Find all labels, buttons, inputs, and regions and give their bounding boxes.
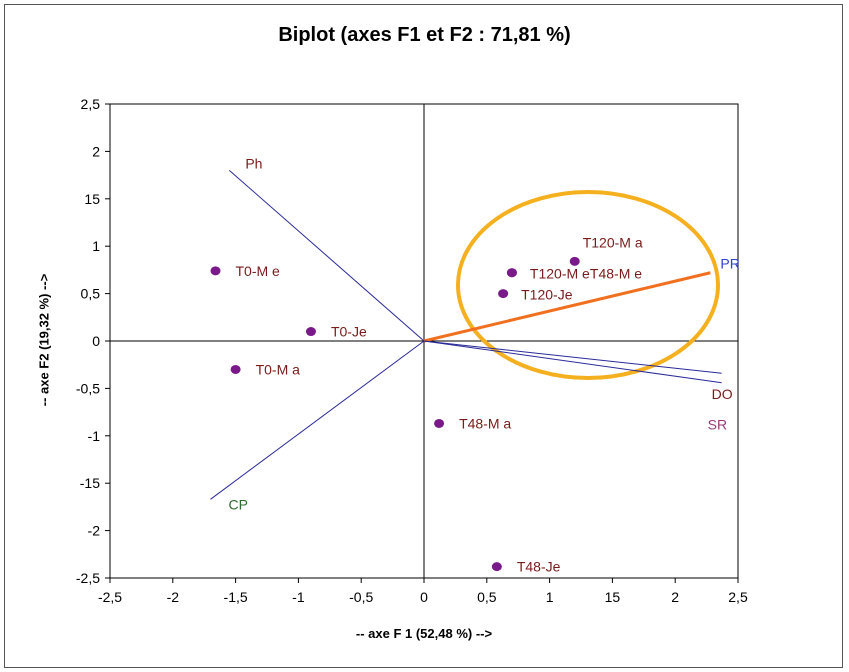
y-tick-label: -2,5 [76, 570, 100, 586]
x-tick-label: -2,5 [98, 589, 122, 605]
observation-label: T48-Je [517, 559, 561, 575]
y-tick-label: -2 [88, 523, 101, 539]
observation-point [434, 418, 445, 428]
x-tick-label: -1,5 [224, 589, 248, 605]
variable-vector [228, 169, 425, 342]
x-tick-label: 1 [546, 589, 554, 605]
variable-label: PR [720, 256, 739, 272]
observation-label: T48-M a [459, 415, 511, 431]
variable-label: SR [708, 417, 727, 433]
highlight-ellipse [456, 190, 720, 380]
variable-vector [423, 340, 722, 374]
variable-label: DO [712, 386, 733, 402]
observation-point [506, 268, 517, 278]
observation-point [491, 562, 502, 572]
variable-label: Ph [245, 155, 262, 171]
x-tick-label: 15 [605, 589, 621, 605]
y-tick-label: -15 [80, 475, 100, 491]
observation-point [210, 266, 221, 276]
observation-point [569, 256, 580, 266]
y-tick-label: -0,5 [76, 380, 100, 396]
observation-point [305, 327, 316, 337]
observation-point [230, 364, 241, 374]
y-tick-label: 2,5 [81, 96, 101, 112]
x-tick-label: -1 [292, 589, 305, 605]
variable-vector [210, 340, 425, 500]
observation-label: T120-M e [530, 266, 590, 282]
variable-label: CP [228, 496, 247, 512]
x-tick-label: -2 [167, 589, 180, 605]
y-tick-label: 1 [92, 238, 100, 254]
observation-label: T0-M a [256, 361, 301, 377]
x-tick-label: 0 [420, 589, 428, 605]
y-tick-label: 2 [92, 143, 100, 159]
observation-label: T0-Je [331, 324, 367, 340]
observation-label: T120-M a [583, 234, 643, 250]
y-tick-label: 0 [92, 333, 100, 349]
x-tick-label: -0,5 [349, 589, 373, 605]
observation-point [498, 289, 509, 299]
y-tick-label: 0,5 [81, 286, 101, 302]
chart-title: Biplot (axes F1 et F2 : 71,81 %) [278, 24, 571, 46]
y-tick-label: 15 [84, 191, 100, 207]
variable-vector [423, 340, 722, 384]
x-tick-label: 2 [671, 589, 679, 605]
observation-label: T48-M e [590, 266, 642, 282]
x-tick-label: 0,5 [477, 589, 497, 605]
y-tick-label: -1 [88, 428, 101, 444]
x-axis-label: -- axe F 1 (52,48 %) --> [355, 626, 493, 641]
x-tick-label: 2,5 [728, 589, 748, 605]
observation-label: T0-M e [236, 263, 281, 279]
observation-label: T120-Je [521, 287, 573, 303]
variable-vector [423, 271, 711, 343]
